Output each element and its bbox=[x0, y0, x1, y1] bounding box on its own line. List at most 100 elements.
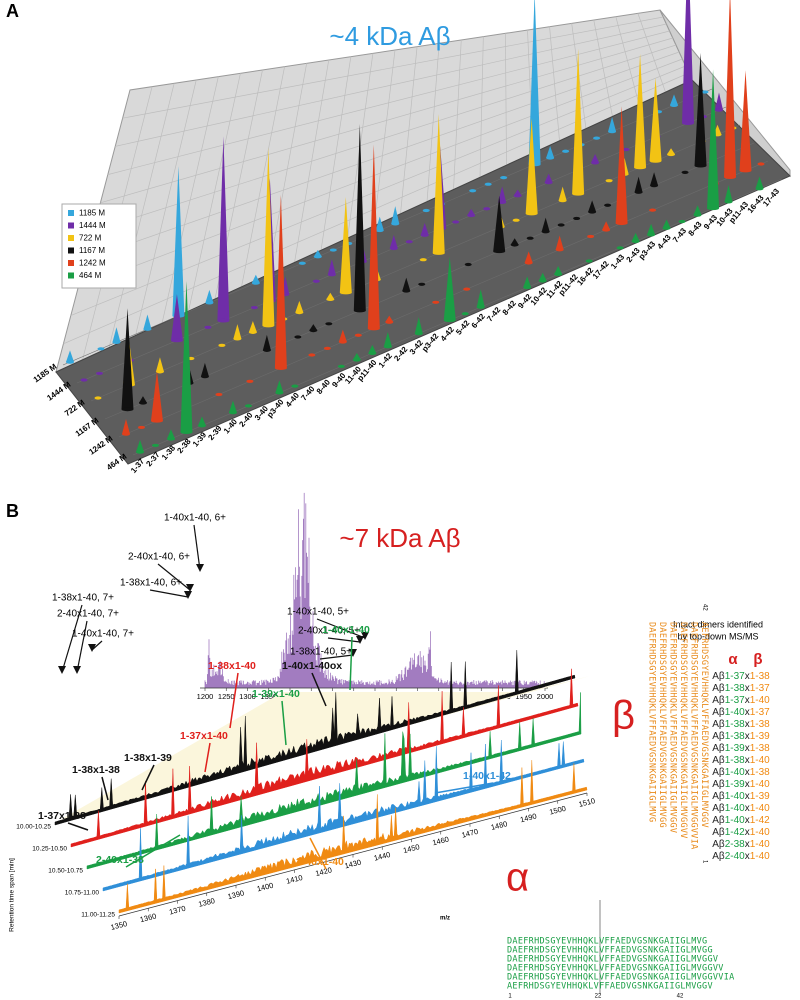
cone-base bbox=[544, 180, 553, 185]
cone bbox=[112, 327, 121, 343]
cone bbox=[275, 380, 284, 393]
legend-label: 1242 M bbox=[79, 259, 106, 268]
row-label: 1242 M bbox=[87, 434, 114, 457]
flat-marker bbox=[422, 208, 430, 213]
cone bbox=[217, 136, 230, 321]
cone-base bbox=[523, 285, 532, 290]
alpha-sequence: DAEFRHDSGYEVHHQKLVFFAEDVGSNKGAIIGLMVG bbox=[507, 937, 707, 947]
cone-base bbox=[309, 328, 318, 333]
x-tick-label: 1350 bbox=[110, 919, 128, 932]
dimer-sep: x bbox=[745, 743, 750, 754]
cone bbox=[493, 195, 506, 252]
x-tick-label: 1250 bbox=[218, 692, 235, 701]
dimer-beta: 1-37 bbox=[750, 683, 770, 694]
dimer-sep: x bbox=[745, 851, 750, 862]
legend-label: 722 M bbox=[79, 234, 102, 243]
cone bbox=[383, 332, 392, 347]
x-tick-label: 1390 bbox=[227, 888, 245, 901]
peak-label: 1-38x1-39 bbox=[124, 752, 172, 764]
cone bbox=[385, 315, 394, 323]
flat-marker bbox=[432, 300, 440, 304]
dimer-prefix: Aβ bbox=[712, 695, 725, 706]
dimer-title: Intact dimers identified bbox=[673, 619, 763, 629]
cone-base bbox=[66, 360, 74, 364]
dimer-item: Aβ1-40x1-42 bbox=[712, 815, 770, 826]
cone bbox=[707, 69, 720, 209]
wall-grid bbox=[122, 16, 664, 119]
cone-base bbox=[538, 278, 547, 283]
flat-marker bbox=[137, 425, 145, 430]
dimer-beta: 1-40 bbox=[750, 851, 770, 862]
cone bbox=[353, 124, 366, 311]
cone bbox=[682, 0, 695, 124]
cone-base bbox=[588, 210, 597, 214]
legend-box bbox=[61, 203, 137, 289]
dimer-prefix: Aβ bbox=[712, 731, 725, 742]
dimer-beta: 1-42 bbox=[750, 815, 770, 826]
cone bbox=[352, 352, 361, 360]
retention-label: 10.75-11.00 bbox=[65, 890, 100, 897]
dimer-sep: x bbox=[745, 707, 750, 718]
dimer-item: Aβ1-37x1-40 bbox=[712, 695, 770, 706]
cone bbox=[615, 106, 628, 224]
cone-base bbox=[662, 226, 671, 230]
cone bbox=[558, 186, 567, 201]
column-label: 17-43 bbox=[761, 186, 781, 208]
annotation-arrow bbox=[193, 524, 201, 571]
flat-marker bbox=[218, 343, 226, 347]
cone-base bbox=[353, 308, 366, 313]
dimer-prefix: Aβ bbox=[712, 851, 725, 862]
legend-label: 464 M bbox=[79, 271, 102, 280]
cone bbox=[432, 114, 445, 254]
cone bbox=[498, 186, 507, 203]
cone-base bbox=[295, 310, 304, 315]
dimer-prefix: Aβ bbox=[712, 707, 725, 718]
cone bbox=[739, 70, 752, 171]
flat-marker bbox=[562, 149, 570, 153]
flat-marker bbox=[151, 443, 159, 448]
cone-base bbox=[615, 221, 628, 226]
cone bbox=[467, 208, 476, 216]
flat-marker bbox=[354, 333, 362, 337]
flat-marker bbox=[452, 220, 460, 224]
flat-marker bbox=[622, 147, 630, 152]
cone-base bbox=[368, 351, 377, 356]
cone-base bbox=[233, 336, 242, 341]
cone-base bbox=[715, 108, 723, 112]
dimer-item: Aβ1-40x1-37 bbox=[712, 707, 770, 718]
flat-marker bbox=[291, 384, 299, 388]
trace bbox=[118, 760, 588, 914]
peak-annotation: 2-40x1-40, 6+ bbox=[128, 552, 190, 563]
label-arrow bbox=[311, 672, 327, 707]
cone bbox=[368, 344, 377, 354]
flat-marker bbox=[681, 170, 689, 174]
flat-marker bbox=[464, 262, 472, 267]
cone bbox=[402, 277, 411, 291]
cone-base bbox=[707, 206, 720, 211]
cone bbox=[693, 205, 702, 215]
flat-marker bbox=[97, 347, 105, 351]
x-tick-label: 1470 bbox=[461, 827, 479, 840]
cone-base bbox=[414, 331, 423, 336]
label-arrow bbox=[125, 834, 181, 868]
peak-label: 1-37x1-40 bbox=[180, 730, 228, 742]
cone-base bbox=[180, 430, 193, 435]
peak-annotation: 2-40x1-40, 7+ bbox=[57, 609, 119, 620]
flat-marker bbox=[204, 325, 212, 329]
cone bbox=[200, 362, 209, 377]
flat-marker bbox=[604, 203, 612, 207]
label-arrow bbox=[204, 742, 211, 773]
cone-base bbox=[262, 323, 275, 328]
flat-marker bbox=[215, 392, 223, 397]
flat-marker bbox=[616, 246, 624, 250]
cone-base bbox=[432, 251, 445, 255]
flat-marker bbox=[329, 248, 337, 252]
cone-base bbox=[275, 390, 284, 395]
cone-base bbox=[572, 192, 585, 196]
cone-base bbox=[389, 246, 398, 251]
cone bbox=[262, 147, 275, 326]
x-tick-label: 1200 bbox=[197, 692, 214, 701]
annotation-arrow bbox=[149, 589, 189, 598]
cone-base bbox=[554, 272, 563, 276]
